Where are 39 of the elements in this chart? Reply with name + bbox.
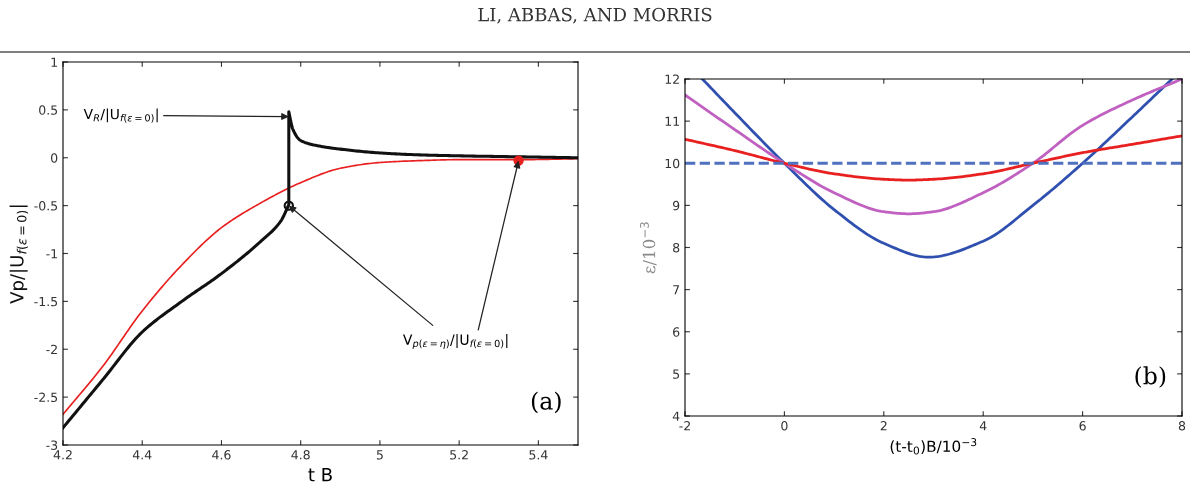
y-tick-label: 4 bbox=[672, 411, 680, 421]
x-tick-label: 2 bbox=[880, 421, 887, 431]
y-tick-label: -3 bbox=[46, 440, 58, 450]
y-tick-label: 7 bbox=[673, 285, 680, 295]
y-tick-label: 1 bbox=[51, 57, 57, 67]
y-tick-label: 0 bbox=[51, 153, 58, 163]
y-tick-label: 5 bbox=[673, 369, 680, 379]
y-axis-title: ε/10$^{−3}$ bbox=[640, 222, 657, 274]
annotation: (b) bbox=[1135, 366, 1166, 388]
y-tick-label: 12 bbox=[665, 74, 679, 84]
x-tick-label: 5.4 bbox=[529, 450, 548, 460]
y-tick-label: -1.5 bbox=[34, 297, 58, 307]
x-axis-title: t B bbox=[308, 468, 332, 482]
x-tick-label: 8 bbox=[1178, 421, 1186, 431]
y-tick-label: 6 bbox=[673, 327, 680, 337]
y-axis-title: Vp/|U$_{f(ε=0)}$| bbox=[9, 205, 29, 304]
x-tick-label: 4.2 bbox=[53, 450, 72, 460]
x-tick-label: 4.4 bbox=[132, 450, 152, 460]
annotation: V$_{p(ε=η)}$/|U$_{f(ε=0)}$| bbox=[403, 334, 508, 349]
y-tick-label: 11 bbox=[665, 116, 679, 126]
y-tick-label: 8 bbox=[673, 242, 680, 253]
y-tick-label: 10 bbox=[665, 158, 680, 169]
x-tick-label: 0 bbox=[781, 421, 788, 431]
y-tick-label: 9 bbox=[672, 200, 680, 211]
text: LI, ABBAS, AND MORRIS bbox=[478, 7, 712, 24]
x-tick-label: 4 bbox=[979, 421, 987, 431]
y-tick-label: -2 bbox=[46, 344, 57, 354]
annotation: (a) bbox=[531, 391, 561, 414]
y-tick-label: -1 bbox=[46, 249, 57, 259]
x-tick-label: 5.2 bbox=[450, 450, 468, 460]
y-tick-label: -0.5 bbox=[34, 201, 58, 211]
x-axis-title: (t-t$_{0}$)B/10$^{−3}$ bbox=[890, 438, 977, 455]
y-tick-label: 0.5 bbox=[39, 105, 58, 115]
x-tick-label: 4.6 bbox=[212, 450, 231, 460]
x-tick-label: 4.8 bbox=[291, 450, 310, 460]
annotation: V$_{R}$/|U$_{f(ε=0)}$| bbox=[83, 108, 158, 123]
y-tick-label: -2.5 bbox=[34, 392, 58, 403]
x-tick-label: 5 bbox=[376, 450, 383, 460]
x-tick-label: 6 bbox=[1079, 421, 1086, 431]
